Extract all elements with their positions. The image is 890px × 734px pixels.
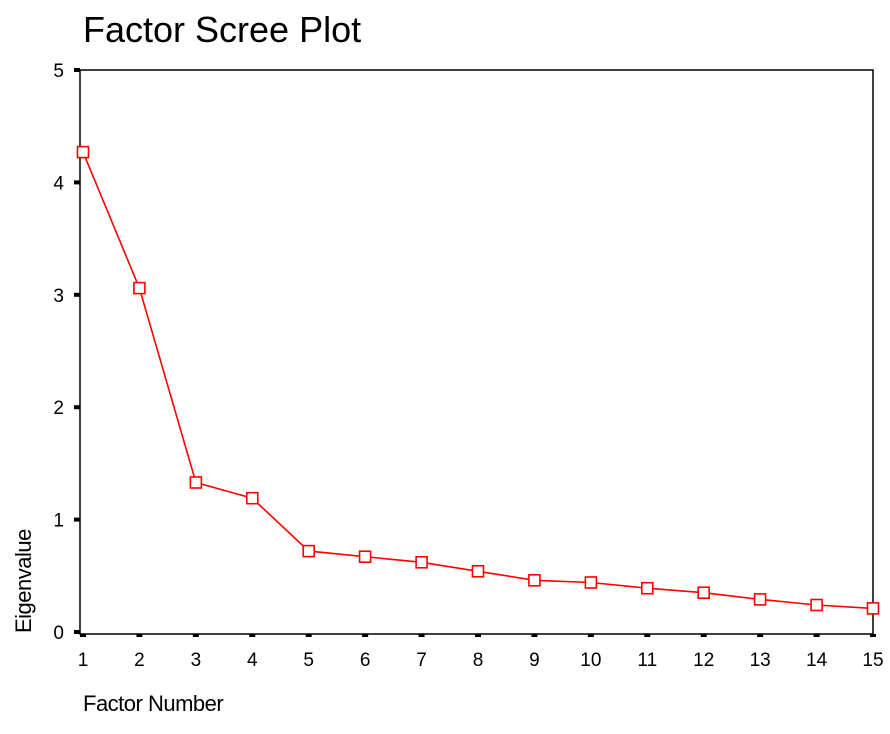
x-tick-label: 5 <box>303 650 314 671</box>
x-tick-mark <box>531 634 538 637</box>
data-point-marker <box>640 581 654 595</box>
x-tick-label: 1 <box>78 650 89 671</box>
x-tick-label: 15 <box>862 650 883 671</box>
x-tick-mark <box>700 634 707 637</box>
data-point-marker <box>471 564 485 578</box>
x-tick-mark <box>870 634 876 637</box>
x-tick-label: 10 <box>580 650 601 671</box>
x-tick-mark <box>305 634 312 637</box>
x-tick-mark <box>362 634 369 637</box>
x-tick-label: 9 <box>529 650 540 671</box>
y-tick-label: 3 <box>53 286 64 307</box>
x-tick-mark <box>475 634 481 637</box>
y-tick-label: 0 <box>53 623 64 644</box>
series-markers <box>76 145 880 615</box>
data-point-marker <box>866 602 880 615</box>
y-tick-mark <box>74 292 80 297</box>
chart-title: Factor Scree Plot <box>83 9 361 50</box>
data-point-marker <box>76 145 90 159</box>
x-tick-label: 4 <box>247 650 258 671</box>
x-tick-mark <box>80 634 86 637</box>
y-axis-label: Eigenvalue <box>11 529 36 633</box>
series-line <box>82 151 874 610</box>
x-tick-label: 3 <box>191 650 202 671</box>
y-tick-mark <box>74 517 80 522</box>
x-tick-label: 12 <box>693 650 714 671</box>
x-tick-mark <box>757 634 764 637</box>
x-tick-label: 8 <box>473 650 484 671</box>
data-point-marker <box>358 550 372 564</box>
y-tick-mark <box>74 405 80 410</box>
data-point-marker <box>810 598 823 612</box>
x-tick-label: 2 <box>134 650 145 671</box>
x-tick-mark <box>644 634 651 637</box>
x-axis-label: Factor Number <box>83 691 223 716</box>
y-tick-mark <box>74 180 80 185</box>
y-tick-mark <box>74 630 80 634</box>
x-tick-label: 14 <box>806 650 828 671</box>
x-tick-label: 11 <box>637 650 657 671</box>
data-point-marker <box>753 593 767 606</box>
x-tick-mark <box>249 634 256 637</box>
y-axis: 0 1 2 3 4 5 <box>53 61 80 644</box>
data-point-marker <box>246 491 259 505</box>
y-tick-mark <box>74 68 80 72</box>
plot-frame <box>79 69 874 635</box>
x-tick-mark <box>136 634 143 637</box>
data-point-marker <box>133 281 146 295</box>
data-point-marker <box>584 576 598 589</box>
data-point-marker <box>697 586 711 600</box>
x-axis: 1 2 3 4 5 6 7 8 9 10 11 12 13 14 15 <box>78 634 884 671</box>
data-point-marker <box>302 544 316 558</box>
y-tick-label: 2 <box>53 398 64 419</box>
y-tick-label: 5 <box>53 61 64 82</box>
x-tick-mark <box>587 634 594 637</box>
y-tick-label: 1 <box>53 511 64 532</box>
y-tick-label: 4 <box>53 173 64 194</box>
x-tick-label: 13 <box>750 650 771 671</box>
data-point-marker <box>415 555 428 569</box>
data-point-marker <box>528 573 541 587</box>
x-tick-mark <box>192 634 199 637</box>
x-tick-mark <box>813 634 820 637</box>
x-tick-label: 7 <box>416 650 427 671</box>
data-point-marker <box>189 476 203 489</box>
x-tick-label: 6 <box>360 650 371 671</box>
x-tick-mark <box>418 634 425 637</box>
